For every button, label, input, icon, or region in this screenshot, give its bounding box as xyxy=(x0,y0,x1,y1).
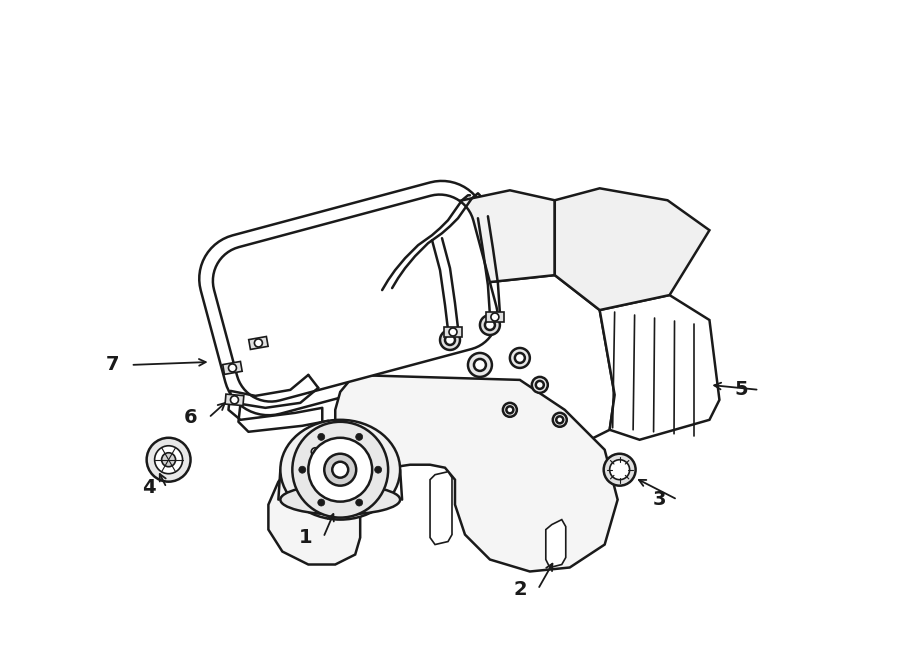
Circle shape xyxy=(503,403,517,417)
Polygon shape xyxy=(545,520,566,568)
Text: 5: 5 xyxy=(734,380,748,399)
Polygon shape xyxy=(268,375,617,572)
Polygon shape xyxy=(599,295,719,440)
Circle shape xyxy=(332,462,348,478)
Circle shape xyxy=(474,359,486,371)
Circle shape xyxy=(507,407,513,413)
Circle shape xyxy=(532,377,548,393)
Circle shape xyxy=(556,416,563,423)
Text: 7: 7 xyxy=(106,356,120,374)
Circle shape xyxy=(309,438,373,502)
Polygon shape xyxy=(222,362,242,374)
Polygon shape xyxy=(486,312,504,322)
Circle shape xyxy=(445,335,455,345)
Circle shape xyxy=(440,330,460,350)
Circle shape xyxy=(311,447,320,455)
Polygon shape xyxy=(444,327,462,337)
Circle shape xyxy=(155,446,183,474)
Ellipse shape xyxy=(281,485,400,515)
Circle shape xyxy=(162,453,176,467)
Circle shape xyxy=(292,422,388,518)
Circle shape xyxy=(299,466,306,473)
Polygon shape xyxy=(375,190,554,330)
Polygon shape xyxy=(199,181,511,415)
Circle shape xyxy=(515,353,525,363)
Circle shape xyxy=(491,313,499,321)
Circle shape xyxy=(230,396,238,404)
Circle shape xyxy=(468,353,492,377)
Text: 1: 1 xyxy=(299,528,312,547)
Circle shape xyxy=(374,466,382,473)
Circle shape xyxy=(485,320,495,330)
Text: 2: 2 xyxy=(513,580,526,599)
Circle shape xyxy=(318,434,325,440)
Circle shape xyxy=(536,381,544,389)
Polygon shape xyxy=(308,442,322,462)
Circle shape xyxy=(356,499,363,506)
Polygon shape xyxy=(248,336,268,350)
Text: 4: 4 xyxy=(142,478,156,497)
Polygon shape xyxy=(225,394,244,406)
Polygon shape xyxy=(554,188,709,310)
Circle shape xyxy=(255,339,263,347)
Ellipse shape xyxy=(281,420,400,520)
Circle shape xyxy=(229,364,237,372)
Circle shape xyxy=(604,453,635,486)
Circle shape xyxy=(510,348,530,368)
Text: 6: 6 xyxy=(184,408,197,427)
Text: 3: 3 xyxy=(652,490,666,509)
Circle shape xyxy=(553,413,567,427)
Circle shape xyxy=(147,438,191,482)
Polygon shape xyxy=(430,472,452,545)
Circle shape xyxy=(313,504,323,515)
Circle shape xyxy=(356,434,363,440)
Polygon shape xyxy=(213,194,498,402)
Polygon shape xyxy=(370,275,615,465)
Circle shape xyxy=(318,499,325,506)
Circle shape xyxy=(480,315,500,335)
Circle shape xyxy=(324,453,356,486)
Circle shape xyxy=(449,328,457,336)
Circle shape xyxy=(609,460,630,480)
